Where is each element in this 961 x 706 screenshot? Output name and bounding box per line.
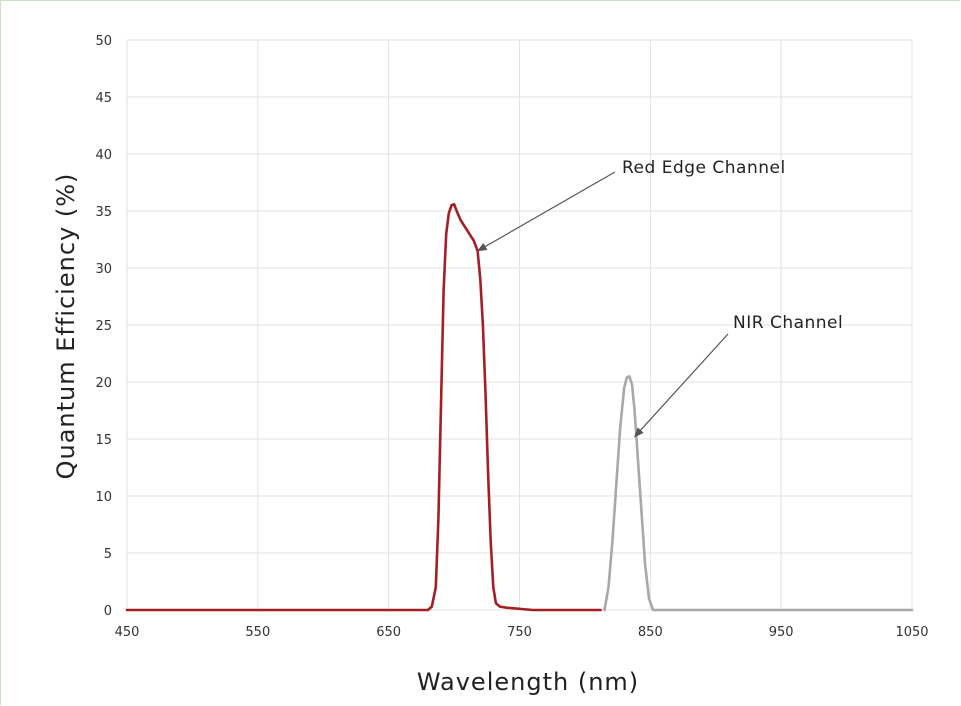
y-tick-50: 50 xyxy=(95,34,112,49)
annotation-label-1: NIR Channel xyxy=(733,313,843,333)
x-tick-450: 450 xyxy=(115,625,140,640)
y-tick-5: 5 xyxy=(104,547,112,562)
annotation-label-0: Red Edge Channel xyxy=(622,158,786,178)
x-tick-550: 550 xyxy=(245,625,270,640)
series-line-1 xyxy=(603,375,914,612)
x-tick-750: 750 xyxy=(507,625,532,640)
x-axis-label: Wavelength (nm) xyxy=(417,668,639,696)
annotations: Red Edge Channel NIR Channel xyxy=(476,158,843,438)
y-axis-label: Quantum Efficiency (%) xyxy=(52,173,80,480)
y-tick-25: 25 xyxy=(95,319,112,334)
x-tick-650: 650 xyxy=(376,625,401,640)
annotation-arrow-1 xyxy=(633,333,729,438)
x-tick-850: 850 xyxy=(638,625,663,640)
y-tick-0: 0 xyxy=(104,604,112,619)
y-tick-40: 40 xyxy=(95,148,112,163)
series-lines xyxy=(125,202,914,612)
x-tick-950: 950 xyxy=(769,625,794,640)
y-tick-20: 20 xyxy=(95,376,112,391)
y-tick-15: 15 xyxy=(95,433,112,448)
y-tick-35: 35 xyxy=(95,205,112,220)
x-tick-1050: 1050 xyxy=(895,625,928,640)
series-line-0 xyxy=(125,202,602,612)
grid xyxy=(126,39,913,611)
y-tick-30: 30 xyxy=(95,262,112,277)
x-tick-labels: 450 550 650 750 850 950 1050 xyxy=(115,625,929,640)
annotation-arrow-0 xyxy=(476,171,616,252)
y-tick-10: 10 xyxy=(95,490,112,505)
y-tick-labels: 0 5 10 15 20 25 30 35 40 45 50 xyxy=(95,34,112,619)
y-tick-45: 45 xyxy=(95,91,112,106)
